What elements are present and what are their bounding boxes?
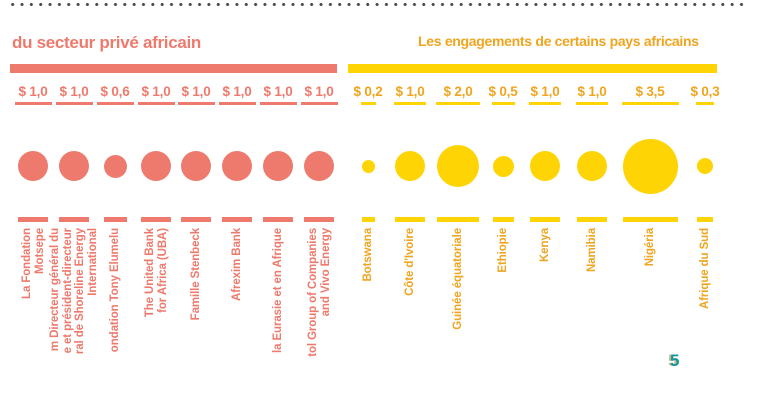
tick-dash-private-7 (304, 217, 334, 222)
value-underline-private-3 (137, 102, 175, 105)
section-header-private-sector: du secteur privé africain (12, 33, 202, 52)
tick-dash-private-5 (222, 217, 252, 222)
bubble-country-1 (395, 151, 425, 181)
dotted-separator (8, 2, 747, 7)
category-label-country-3: Ethiopie (496, 228, 509, 273)
tick-dash-private-3 (141, 217, 171, 222)
category-label-country-6: Nigéria (643, 228, 656, 267)
tick-dash-country-7 (697, 217, 713, 222)
tick-dash-country-1 (395, 217, 425, 222)
tick-dash-country-5 (577, 217, 607, 222)
value-label-private-1: $ 1,0 (59, 84, 89, 99)
value-underline-country-3 (491, 102, 515, 105)
value-underline-country-5 (576, 102, 608, 105)
value-label-country-0: $ 0,2 (353, 84, 383, 99)
category-label-country-0: Botswana (361, 228, 374, 282)
tick-dash-private-0 (18, 217, 48, 222)
value-label-country-2: $ 2,0 (443, 84, 473, 99)
value-label-private-4: $ 1,0 (181, 84, 211, 99)
bubble-country-3 (492, 155, 514, 177)
category-label-country-1: Côte d'Ivoire (403, 228, 416, 296)
value-underline-country-2 (436, 102, 480, 105)
value-underline-country-7 (696, 102, 714, 105)
tick-dash-private-4 (181, 217, 211, 222)
bubble-private-0 (18, 151, 48, 181)
bubble-private-6 (263, 151, 293, 181)
value-underline-country-1 (394, 102, 426, 105)
value-underline-private-7 (300, 102, 338, 105)
category-label-private-5: Afrexim Bank (230, 228, 243, 301)
value-underline-private-6 (259, 102, 297, 105)
category-label-private-4: Famille Stenbeck (189, 228, 202, 321)
bubble-country-5 (577, 151, 607, 181)
value-underline-country-4 (529, 102, 561, 105)
bubble-country-7 (697, 158, 713, 174)
bubble-country-6 (622, 138, 678, 194)
category-label-private-1: m Directeur général du e et président-di… (49, 228, 99, 355)
tick-dash-country-6 (622, 217, 678, 222)
value-label-country-4: $ 1,0 (530, 84, 560, 99)
category-label-private-6: la Eurasie et en Afrique (271, 228, 284, 353)
bubble-country-0 (361, 159, 375, 173)
value-label-country-6: $ 3,5 (635, 84, 665, 99)
value-underline-private-5 (218, 102, 256, 105)
tick-dash-private-6 (263, 217, 293, 222)
bubble-country-4 (530, 151, 560, 181)
tick-dash-country-2 (437, 217, 479, 222)
tick-dash-country-4 (530, 217, 560, 222)
accent-bar-private-sector (10, 64, 337, 73)
category-label-country-7: Afrique du Sud (698, 228, 711, 310)
value-underline-private-2 (96, 102, 134, 105)
bubble-private-2 (103, 154, 127, 178)
bubble-private-3 (141, 151, 171, 181)
value-label-country-3: $ 0,5 (488, 84, 518, 99)
tick-dash-country-3 (492, 217, 514, 222)
category-label-private-7: tol Group of Companies and Vivo Energy (306, 228, 332, 357)
value-label-private-0: $ 1,0 (18, 84, 48, 99)
bubble-private-4 (181, 151, 211, 181)
bubble-country-2 (437, 145, 479, 187)
value-underline-private-1 (55, 102, 93, 105)
bubble-private-5 (222, 151, 252, 181)
tick-dash-private-2 (103, 217, 127, 222)
value-label-private-3: $ 1,0 (141, 84, 171, 99)
value-underline-private-0 (14, 102, 52, 105)
value-label-country-1: $ 1,0 (395, 84, 425, 99)
value-label-country-5: $ 1,0 (577, 84, 607, 99)
category-label-private-3: The United Bank for Africa (UBA) (143, 228, 169, 318)
value-label-private-6: $ 1,0 (263, 84, 293, 99)
tick-dash-country-0 (361, 217, 375, 222)
value-underline-country-6 (621, 102, 679, 105)
section-header-country-pledges: Les engagements de certains pays africai… (418, 33, 699, 49)
page-number: 5 (670, 351, 680, 370)
category-label-country-5: Namibia (585, 228, 598, 273)
tick-dash-private-1 (59, 217, 89, 222)
value-label-private-5: $ 1,0 (222, 84, 252, 99)
value-underline-country-0 (360, 102, 376, 105)
value-label-private-2: $ 0,6 (100, 84, 130, 99)
category-label-country-2: Guinée équatoriale (451, 228, 464, 330)
bubble-private-7 (304, 151, 334, 181)
category-label-private-0: La Fondation Motsepe (20, 228, 46, 299)
value-label-country-7: $ 0,3 (690, 84, 720, 99)
category-label-country-4: Kenya (538, 228, 551, 263)
accent-bar-country-pledges (348, 64, 717, 73)
value-label-private-7: $ 1,0 (304, 84, 334, 99)
category-label-private-2: ondation Tony Elumelu (108, 228, 121, 353)
bubble-private-1 (59, 151, 89, 181)
value-underline-private-4 (177, 102, 215, 105)
